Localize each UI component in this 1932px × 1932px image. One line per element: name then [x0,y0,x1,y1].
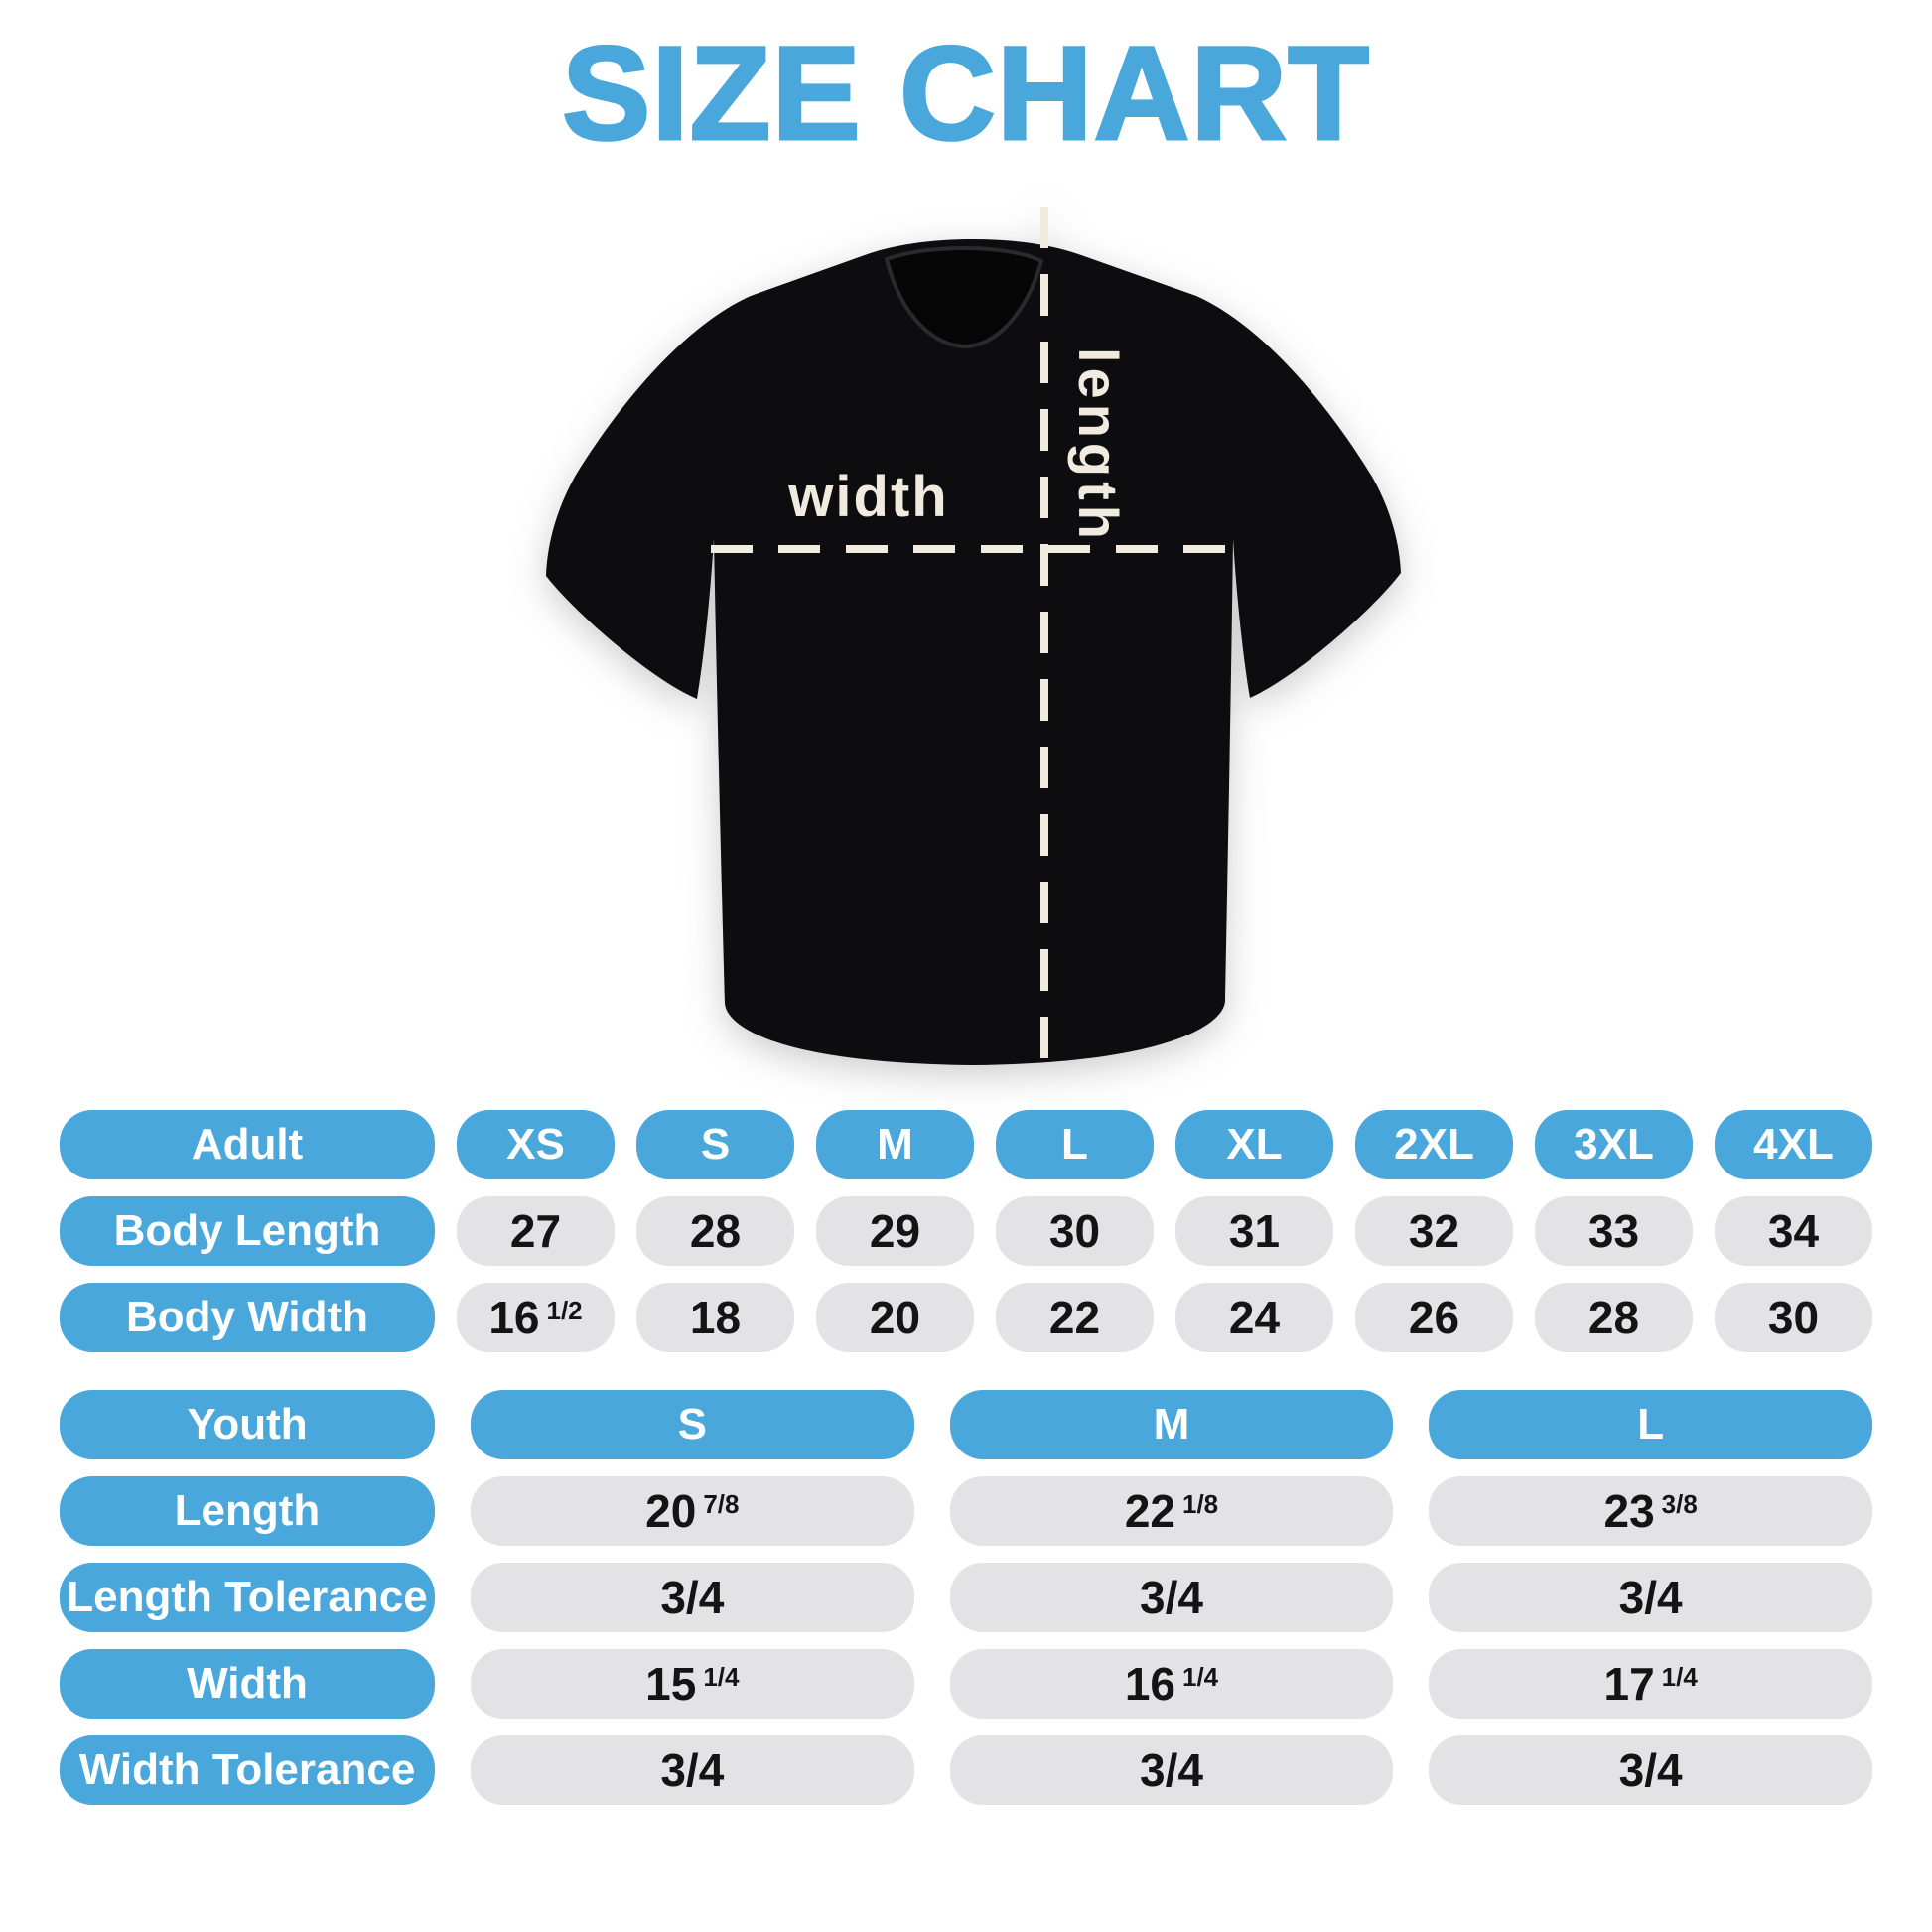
body-length-m: 29 [816,1196,974,1266]
adult-row-label-body-width: Body Width [60,1283,435,1352]
adult-size-2xl: 2XL [1355,1110,1513,1179]
tshirt-collar [884,245,1044,349]
adult-size-3xl: 3XL [1535,1110,1693,1179]
body-length-2xl: 32 [1355,1196,1513,1266]
adult-size-table: Adult XS S M L XL 2XL 3XL 4XL Body Lengt… [60,1110,1872,1352]
youth-length-m: 22 1/8 [949,1476,1394,1546]
youth-length-s: 20 7/8 [471,1476,914,1546]
adult-size-xs: XS [457,1110,615,1179]
body-length-xl: 31 [1175,1196,1333,1266]
body-length-4xl: 34 [1715,1196,1872,1266]
youth-width-l: 17 1/4 [1429,1649,1872,1719]
youth-length-l: 23 3/8 [1429,1476,1872,1546]
youth-row-label-length: Length [60,1476,435,1546]
youth-length-tolerance-s: 3/4 [471,1563,914,1632]
shirt-length-label: length [1067,347,1130,544]
body-width-s: 18 [636,1283,794,1352]
youth-width-tolerance-m: 3/4 [949,1735,1394,1805]
youth-width-s: 15 1/4 [471,1649,914,1719]
youth-length-tolerance-l: 3/4 [1429,1563,1872,1632]
body-width-l: 22 [996,1283,1154,1352]
youth-length-tolerance-m: 3/4 [949,1563,1394,1632]
adult-size-m: M [816,1110,974,1179]
youth-size-l: L [1429,1390,1872,1459]
body-width-2xl: 26 [1355,1283,1513,1352]
adult-table-header-label: Adult [60,1110,435,1179]
body-length-xs: 27 [457,1196,615,1266]
adult-size-l: L [996,1110,1154,1179]
body-width-3xl: 28 [1535,1283,1693,1352]
tshirt-image [546,207,1401,1065]
page-title: SIZE CHART [561,20,1371,168]
youth-table-header-label: Youth [60,1390,435,1459]
youth-width-m: 16 1/4 [949,1649,1394,1719]
body-length-s: 28 [636,1196,794,1266]
youth-width-tolerance-l: 3/4 [1429,1735,1872,1805]
adult-size-4xl: 4XL [1715,1110,1872,1179]
body-width-xs: 16 1/2 [457,1283,615,1352]
youth-row-label-length-tolerance: Length Tolerance [60,1563,435,1632]
body-length-3xl: 33 [1535,1196,1693,1266]
youth-row-label-width: Width [60,1649,435,1719]
adult-size-xl: XL [1175,1110,1333,1179]
youth-width-tolerance-s: 3/4 [471,1735,914,1805]
body-width-xl: 24 [1175,1283,1333,1352]
shirt-width-label: width [788,465,949,529]
youth-size-table: Youth S M L Length 20 7/8 22 1/8 23 3/8 Len… [60,1390,1872,1805]
youth-size-s: S [471,1390,914,1459]
body-length-l: 30 [996,1196,1154,1266]
tshirt-silhouette [546,239,1401,1065]
youth-row-label-width-tolerance: Width Tolerance [60,1735,435,1805]
adult-row-label-body-length: Body Length [60,1196,435,1266]
body-width-4xl: 30 [1715,1283,1872,1352]
adult-size-s: S [636,1110,794,1179]
youth-size-m: M [949,1390,1394,1459]
body-width-m: 20 [816,1283,974,1352]
